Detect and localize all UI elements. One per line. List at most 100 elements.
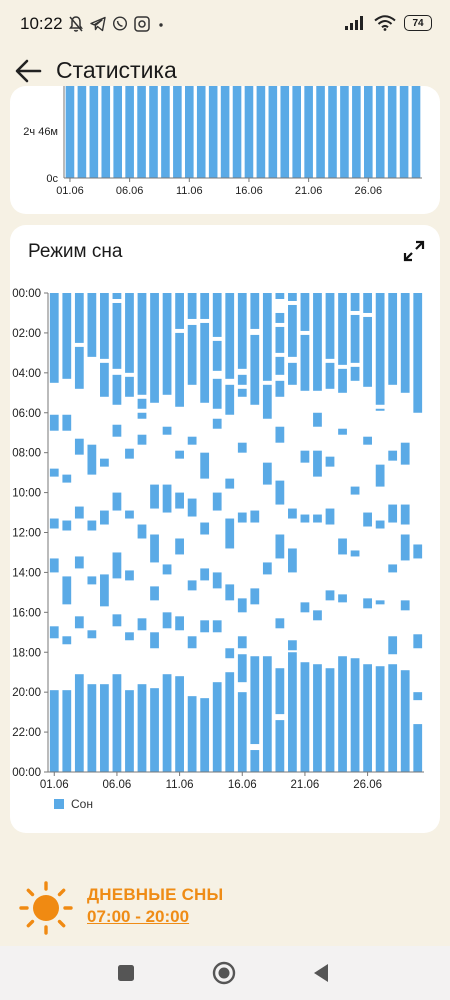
sleep-bar-01.06 [49,518,59,529]
chart-legend: Сон [54,797,93,811]
sleep-bar-19.06 [275,312,285,323]
status-time: 10:22 [20,14,63,33]
sleep-bar-14.06 [212,620,222,633]
sleep-bar-03.06 [74,556,84,569]
sleep-bar-01.06 [49,293,59,383]
sleep-bar-11.06 [175,538,184,555]
sleep-bar-11.06 [175,676,184,772]
sleep-bar-08.06 [137,412,147,419]
sleep-bar-16.06 [237,636,247,649]
recents-square-icon[interactable] [113,960,139,986]
sleep-bar-04.06 [87,684,97,772]
sleep-bar-29.06 [400,670,410,772]
sleep-bar-03.06 [74,293,84,343]
sleep-bar-15.06 [225,584,235,601]
bar-05.06 [113,86,122,178]
y-tick-label: 00:00 [12,767,41,779]
back-triangle-icon[interactable] [309,960,335,986]
expand-icon[interactable] [402,239,426,263]
sleep-bar-18.06 [262,656,272,772]
sleep-bar-12.06 [187,324,197,385]
sleep-bar-06.06 [112,374,122,405]
sleep-bar-01.06 [49,626,59,639]
sleep-bar-12.06 [187,436,197,445]
bar-23.06 [328,86,337,178]
sleep-bar-27.06 [375,520,385,529]
sleep-bar-05.06 [100,684,109,772]
legend-swatch [54,799,64,809]
sleep-bar-27.06 [375,408,385,411]
sleep-bar-29.06 [400,293,410,393]
signal-icon [345,16,363,30]
sleep-bar-18.06 [262,462,272,485]
sleep-bar-04.06 [87,630,97,639]
bar-12.06 [196,86,206,178]
sleep-bar-29.06 [400,534,410,561]
sleep-bar-10.06 [162,293,172,395]
sleep-bar-29.06 [400,600,410,611]
sleep-bar-12.06 [187,293,197,319]
sleep-bar-20.06 [288,640,297,651]
sleep-bar-16.06 [237,293,247,369]
sleep-bar-15.06 [225,293,235,379]
sleep-bar-30.06 [413,293,423,413]
sleep-bar-07.06 [125,376,134,397]
sleep-bar-11.06 [175,332,184,407]
sleep-bar-11.06 [175,293,184,329]
sleep-bar-02.06 [62,474,72,483]
nap-title: ДНЕВНЫЕ СНЫ [87,885,224,904]
sleep-bar-20.06 [288,508,297,519]
sleep-bar-16.06 [237,442,247,453]
sleep-bar-10.06 [162,612,172,629]
sleep-bar-18.06 [262,562,272,575]
daytime-naps-section[interactable]: ДНЕВНЫЕ СНЫ 07:00 - 20:00 [0,868,450,946]
x-tick-label: 01.06 [56,185,84,197]
sleep-bar-15.06 [225,518,235,549]
sleep-bar-14.06 [212,340,222,371]
sleep-bar-14.06 [212,293,222,337]
x-tick-label: 16.06 [235,185,263,197]
home-circle-icon[interactable] [211,960,237,986]
sleep-bar-07.06 [125,293,134,373]
sleep-bar-04.06 [87,444,97,475]
dot-icon [159,23,163,27]
sleep-bar-12.06 [187,498,197,517]
x-tick-label: 21.06 [295,185,323,197]
sleep-bar-10.06 [162,564,172,575]
sleep-bar-16.06 [237,512,247,523]
y-tick-label: 2ч 46м [23,126,58,138]
bar-20.06 [292,86,301,178]
sleep-bar-08.06 [137,434,147,445]
bar-02.06 [77,86,87,178]
sleep-bar-25.06 [350,486,360,495]
x-tick-label: 06.06 [116,185,144,197]
sleep-bar-24.06 [338,538,347,555]
sleep-bar-08.06 [137,398,147,409]
sleep-bar-07.06 [125,632,134,641]
x-tick-label: 26.06 [353,779,382,791]
x-tick-label: 11.06 [166,779,194,791]
sleep-bar-12.06 [187,580,197,591]
app-icon [134,16,150,32]
sleep-bar-03.06 [74,674,84,772]
sleep-bar-28.06 [388,293,398,385]
y-tick-label: 04:00 [12,368,41,380]
sleep-bar-26.06 [363,664,372,772]
bar-28.06 [387,86,397,178]
sleep-bar-19.06 [275,618,285,629]
sleep-bar-24.06 [338,428,347,435]
nap-time-range[interactable]: 07:00 - 20:00 [87,907,190,926]
sleep-bar-21.06 [300,450,310,463]
back-arrow-icon[interactable] [12,54,46,88]
sleep-bar-14.06 [212,378,222,409]
sleep-bar-09.06 [150,688,159,772]
sleep-bar-26.06 [363,436,372,445]
sleep-bar-06.06 [112,552,122,579]
sleep-bar-08.06 [137,618,147,631]
sleep-bar-07.06 [125,690,134,772]
sleep-bar-21.06 [300,293,310,331]
sleep-bar-06.06 [112,674,122,772]
sleep-bar-03.06 [74,346,84,389]
sleep-bar-06.06 [112,293,122,299]
